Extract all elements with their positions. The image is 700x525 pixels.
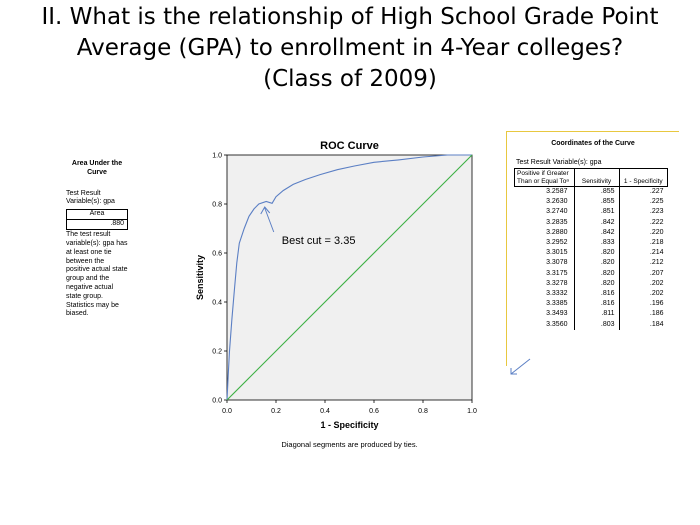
cell-sensitivity: .842 (574, 227, 620, 239)
auc-value: .880 (66, 219, 128, 231)
auc-panel: Area Under the Curve Test Result Variabl… (66, 160, 128, 319)
coords-test-vars: Test Result Variable(s): gpa (516, 159, 602, 166)
reference-diagonal-line (226, 154, 473, 401)
y-axis-label: Sensitivity (195, 255, 205, 300)
y-tick-label: 0.0 (212, 398, 222, 405)
table-row: 3.3278.820 .202 (514, 278, 668, 290)
cell-cutoff: 3.2740 (514, 207, 575, 218)
title-line-2: Average (GPA) to enrollment in 4-Year co… (76, 35, 624, 61)
y-tick-label: 1.0 (212, 153, 222, 160)
cell-specificity: .225 (649, 198, 664, 206)
coords-panel: Coordinates of the Curve Test Result Var… (506, 131, 679, 366)
cell-cutoff: 3.3278 (514, 278, 575, 290)
table-row: 3.2835.842 .222 (514, 217, 668, 228)
cell-cutoff: 3.3332 (514, 289, 575, 300)
cell-cutoff: 3.3175 (514, 268, 575, 279)
coords-header-sensitivity: Sensitivity (573, 168, 620, 187)
y-tick-label: 0.6 (212, 251, 222, 258)
table-row: 3.3015.820 .214 (514, 248, 668, 259)
cell-sensitivity: .820 (574, 268, 620, 279)
cell-specificity: .212 (649, 259, 664, 267)
title-line-1: II. What is the relationship of High Sch… (41, 4, 659, 30)
annotation-arrowhead-icon (260, 206, 271, 215)
cell-specificity: .223 (649, 208, 664, 216)
cell-specificity: .184 (649, 320, 664, 328)
x-tick-label: 0.2 (271, 408, 281, 415)
cell-cutoff: 3.3015 (514, 248, 575, 259)
roc-chart: ROC Curve 0.0 0.2 0.4 0.6 0.8 1.0 0.0 0.2 0.4 0.6 0… (195, 140, 477, 449)
x-tick-label: 0.4 (320, 408, 330, 415)
cell-sensitivity: .855 (574, 186, 620, 198)
x-tick-label: 0.8 (418, 408, 428, 415)
cell-specificity: .186 (649, 310, 664, 318)
table-row: 3.2952.833 .218 (514, 238, 668, 249)
cell-cutoff: 3.2835 (514, 217, 575, 228)
title-line-3: (Class of 2009) (263, 66, 437, 92)
cell-specificity: .220 (649, 228, 664, 236)
cell-specificity: .202 (649, 279, 664, 287)
cell-cutoff: 3.2952 (514, 238, 575, 249)
cell-sensitivity: .851 (574, 207, 620, 218)
auc-table: Area .880 (66, 209, 128, 231)
cell-specificity: .218 (649, 239, 664, 247)
cell-sensitivity: .820 (574, 258, 620, 269)
table-row: 3.2740.851 .223 (514, 207, 668, 218)
cell-sensitivity: .811 (574, 309, 620, 320)
cell-sensitivity: .820 (574, 248, 620, 259)
roc-curve-line (226, 154, 472, 401)
y-tick-label: 0.4 (212, 300, 222, 307)
cell-sensitivity: .803 (574, 319, 620, 330)
cell-cutoff: 3.3385 (514, 299, 575, 310)
cell-sensitivity: .816 (574, 289, 620, 300)
coords-header-specificity: 1 - Specificity (618, 168, 668, 187)
cell-sensitivity: .816 (574, 299, 620, 310)
auc-title: Area Under the Curve (71, 160, 123, 176)
x-axis-label: 1 - Specificity (320, 420, 378, 430)
table-row: 3.3493.811 .186 (514, 309, 668, 320)
coords-table: Positive if Greater Than or Equal Toᵃ Se… (514, 168, 668, 330)
annotation-arrow-icon (264, 207, 275, 233)
chart-title: ROC Curve (320, 140, 379, 152)
cell-specificity: .214 (649, 249, 664, 257)
cell-specificity: .196 (649, 300, 664, 308)
cell-specificity: .222 (649, 218, 664, 226)
y-tick-label: 0.2 (212, 349, 222, 356)
auc-test-vars: Test Result Variable(s): gpa (66, 189, 115, 206)
table-row: 3.3560.803 .184 (514, 319, 668, 330)
table-row: 3.3385.816 .196 (514, 299, 668, 310)
pointer-arrow-icon (510, 358, 531, 375)
cell-cutoff: 3.3560 (514, 319, 575, 330)
table-row: 3.3175.820 .207 (514, 268, 668, 279)
table-row: 3.3332.816 .202 (514, 289, 668, 300)
cell-sensitivity: .842 (574, 217, 620, 228)
y-tick-label: 0.8 (212, 202, 222, 209)
cell-cutoff: 3.2630 (514, 197, 575, 208)
table-row: 3.2880.842 .220 (514, 227, 668, 239)
cell-cutoff: 3.2880 (514, 227, 575, 239)
table-row: 3.3078.820 .212 (514, 258, 668, 269)
x-tick-label: 1.0 (467, 408, 477, 415)
best-cut-annotation: Best cut = 3.35 (282, 235, 356, 247)
cell-specificity: .202 (649, 290, 664, 298)
x-tick-label: 0.6 (369, 408, 379, 415)
chart-footnote: Diagonal segments are produced by ties. (281, 440, 417, 449)
slide-title: II. What is the relationship of High Sch… (0, 2, 700, 95)
cell-specificity: .227 (649, 188, 664, 195)
table-row: 3.2630.855 .225 (514, 197, 668, 208)
cell-cutoff: 3.3078 (514, 258, 575, 269)
cell-cutoff: 3.2587 (514, 186, 575, 198)
coords-header-cutoff: Positive if Greater Than or Equal Toᵃ (514, 168, 575, 187)
auc-header: Area (66, 209, 128, 221)
cell-specificity: .207 (649, 269, 664, 277)
auc-note: The test result variable(s): gpa has at … (66, 231, 128, 318)
cell-cutoff: 3.3493 (514, 309, 575, 320)
x-tick-label: 0.0 (222, 408, 232, 415)
cell-sensitivity: .820 (574, 278, 620, 290)
cell-sensitivity: .833 (574, 238, 620, 249)
table-row: 3.2587.855 .227 (514, 186, 668, 198)
cell-sensitivity: .855 (574, 197, 620, 208)
coords-title: Coordinates of the Curve (551, 140, 635, 147)
